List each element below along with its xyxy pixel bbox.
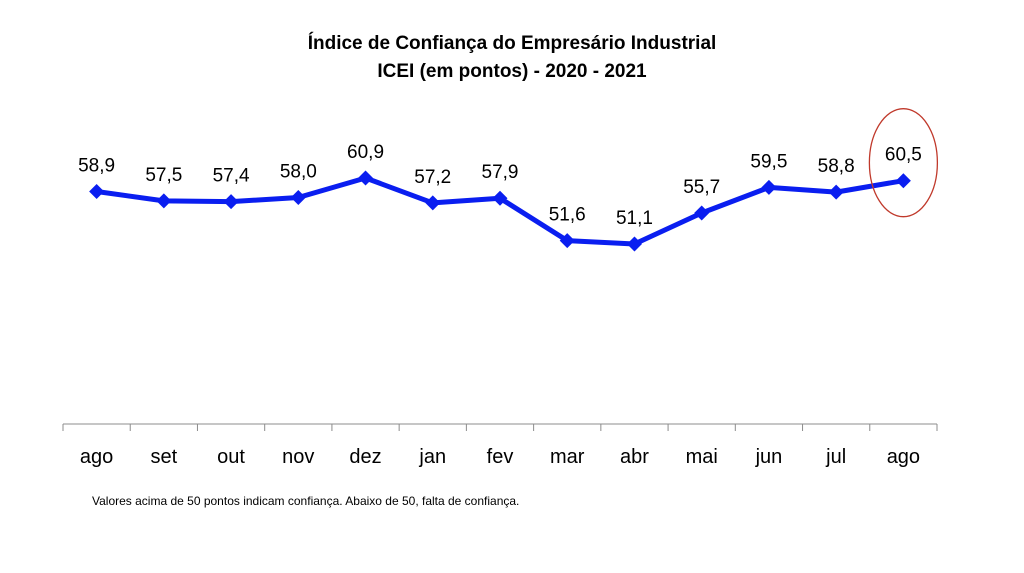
data-point xyxy=(156,193,172,209)
data-point xyxy=(290,190,306,206)
x-tick-label: ago xyxy=(80,446,113,468)
x-tick-label: dez xyxy=(349,446,381,468)
series-line xyxy=(94,175,906,247)
x-tick-label: ago xyxy=(887,446,920,468)
x-tick-label: jan xyxy=(418,446,446,468)
x-tick-label: mai xyxy=(686,446,718,468)
x-tick-label: jun xyxy=(755,446,783,468)
data-label: 57,9 xyxy=(482,162,519,183)
data-point xyxy=(358,170,374,186)
data-label: 57,4 xyxy=(213,166,250,187)
footnote: Valores acima de 50 pontos indicam confi… xyxy=(92,494,520,508)
data-point xyxy=(559,233,575,249)
data-point xyxy=(895,173,911,189)
x-tick-label: jul xyxy=(825,446,846,468)
data-point xyxy=(694,205,710,221)
data-point xyxy=(626,236,642,252)
x-tick-label: set xyxy=(151,446,178,468)
x-tick-label: nov xyxy=(282,446,314,468)
x-tick-label: mar xyxy=(550,446,585,468)
data-point xyxy=(425,195,441,211)
data-label: 51,1 xyxy=(616,208,653,229)
highlight-ellipse xyxy=(868,108,939,218)
data-label: 60,5 xyxy=(885,145,922,166)
data-label: 55,7 xyxy=(683,177,720,198)
chart-title: Índice de Confiança do Empresário Indust… xyxy=(307,33,717,54)
x-tick-label: abr xyxy=(620,446,649,468)
data-label: 51,6 xyxy=(549,205,586,226)
data-label: 58,8 xyxy=(818,156,855,177)
data-label: 57,5 xyxy=(145,165,182,186)
data-point xyxy=(223,194,239,210)
data-label: 57,2 xyxy=(414,167,451,188)
data-label: 58,0 xyxy=(280,162,317,183)
x-tick-label: fev xyxy=(487,446,514,468)
data-point xyxy=(492,190,508,206)
data-point xyxy=(89,183,105,199)
data-label: 59,5 xyxy=(750,151,787,172)
data-point xyxy=(828,184,844,200)
x-tick-label: out xyxy=(217,446,245,468)
data-label: 60,9 xyxy=(347,142,384,163)
data-point xyxy=(761,179,777,195)
data-label: 58,9 xyxy=(78,155,115,176)
chart-subtitle: ICEI (em pontos) - 2020 - 2021 xyxy=(377,61,647,82)
